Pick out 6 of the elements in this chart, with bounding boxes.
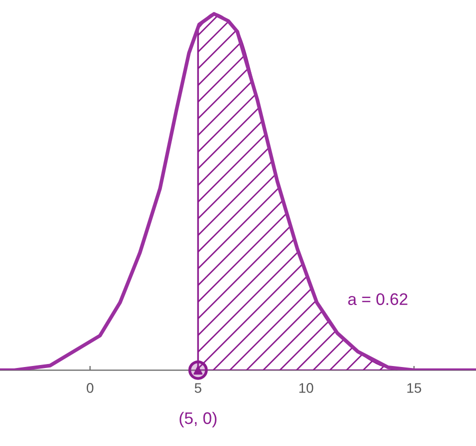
x-tick-label: 0 (86, 383, 94, 393)
x-tick-label: 5 (194, 383, 202, 393)
annotation: a = 0.62 (348, 293, 408, 306)
x-tick-label: 10 (299, 383, 314, 393)
x-tick-label: 15 (407, 383, 422, 393)
annotation: (5, 0) (180, 412, 216, 428)
